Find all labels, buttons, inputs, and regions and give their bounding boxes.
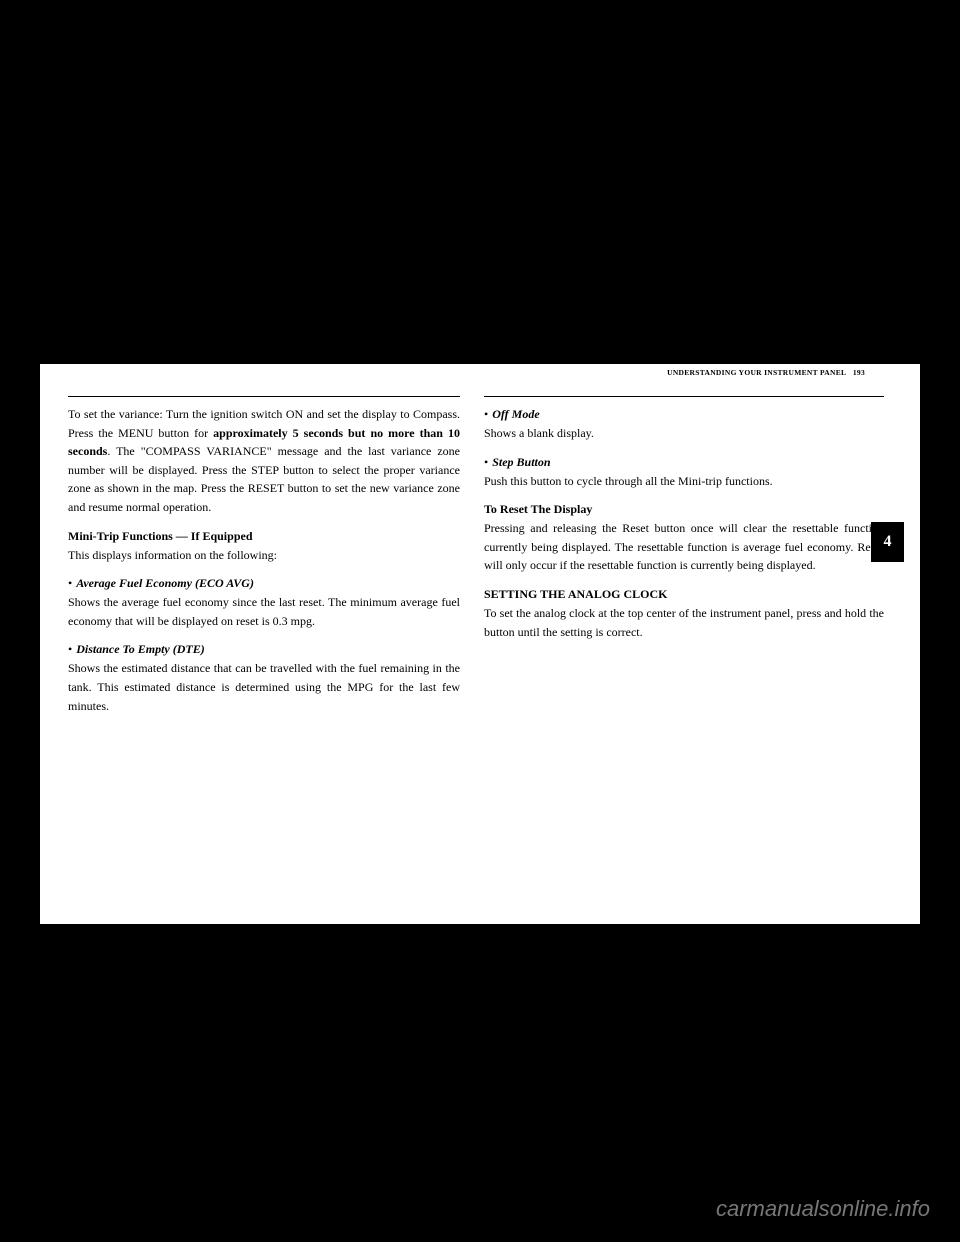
content-wrapper: UNDERSTANDING YOUR INSTRUMENT PANEL 193 … [40, 364, 920, 739]
dte-para: Shows the estimated distance that can be… [68, 659, 460, 715]
section-title: UNDERSTANDING YOUR INSTRUMENT PANEL [667, 368, 846, 377]
page-container: UNDERSTANDING YOUR INSTRUMENT PANEL 193 … [40, 364, 920, 924]
bullet-off-mode: Off Mode [484, 405, 884, 423]
analog-clock-para: To set the analog clock at the top cente… [484, 604, 884, 641]
bullet-avg-fuel: Average Fuel Economy (ECO AVG) [68, 574, 460, 592]
para1-suffix: . The "COMPASS VARIANCE" message and the… [68, 444, 460, 514]
section-tab-number: 4 [884, 533, 892, 551]
analog-clock-heading: SETTING THE ANALOG CLOCK [484, 585, 884, 603]
bullet-dte-text: Distance To Empty (DTE) [76, 642, 205, 656]
variance-paragraph: To set the variance: Turn the ignition s… [68, 405, 460, 517]
avg-fuel-para: Shows the average fuel economy since the… [68, 593, 460, 630]
mini-trip-heading: Mini-Trip Functions — If Equipped [68, 527, 460, 545]
page-header: UNDERSTANDING YOUR INSTRUMENT PANEL 193 [667, 368, 865, 377]
bullet-off-mode-text: Off Mode [492, 407, 539, 421]
reset-display-heading: To Reset The Display [484, 500, 884, 518]
left-column: To set the variance: Turn the ignition s… [60, 378, 460, 725]
watermark: carmanualsonline.info [716, 1196, 930, 1222]
step-button-para: Push this button to cycle through all th… [484, 472, 884, 491]
bullet-step-button-text: Step Button [492, 455, 550, 469]
reset-display-para: Pressing and releasing the Reset button … [484, 519, 884, 575]
header-rule-left [68, 396, 460, 397]
bullet-step-button: Step Button [484, 453, 884, 471]
bullet-avg-fuel-text: Average Fuel Economy (ECO AVG) [76, 576, 254, 590]
off-mode-para: Shows a blank display. [484, 424, 884, 443]
page-number: 193 [853, 368, 865, 377]
displays-info-para: This displays information on the followi… [68, 546, 460, 565]
section-tab: 4 [871, 522, 904, 562]
header-rule-right [484, 396, 884, 397]
bullet-dte: Distance To Empty (DTE) [68, 640, 460, 658]
right-column: Off Mode Shows a blank display. Step But… [484, 378, 884, 725]
